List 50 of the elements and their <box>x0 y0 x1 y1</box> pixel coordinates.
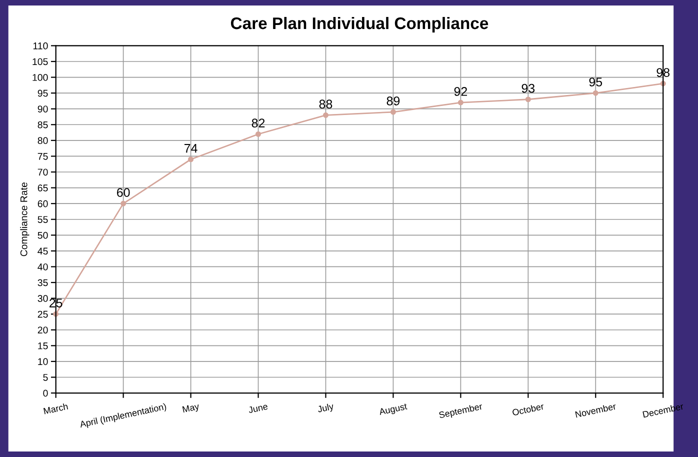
x-tick-label: July <box>317 402 334 414</box>
point <box>120 200 126 206</box>
point <box>458 100 464 106</box>
data-label: 60 <box>116 188 130 197</box>
y-tick-label: 20 <box>38 326 48 334</box>
y-tick-label: 85 <box>38 121 48 128</box>
y-tick-label: 40 <box>38 263 48 270</box>
data-label: 95 <box>589 78 602 86</box>
x-tick-label: October <box>512 402 544 416</box>
y-tick-label: 25 <box>38 310 48 318</box>
y-tick-label: 90 <box>38 106 48 112</box>
y-tick-label: 65 <box>38 184 48 192</box>
y-tick-label: 15 <box>38 342 48 350</box>
y-tick-label: 45 <box>38 248 48 255</box>
chart-title: Care Plan Individual Compliance <box>230 16 488 32</box>
y-axis-title: Compliance Rate <box>20 182 30 256</box>
y-tick-label: 50 <box>38 232 48 239</box>
data-label: 82 <box>252 118 265 128</box>
point <box>255 131 262 137</box>
y-tick-label: 55 <box>38 216 48 223</box>
x-tick-label: December <box>642 402 684 418</box>
y-tick-label: 95 <box>38 90 48 97</box>
point <box>525 96 531 102</box>
x-tick-label: June <box>248 403 268 414</box>
point <box>322 112 329 118</box>
y-tick-label: 30 <box>38 295 48 302</box>
x-tick-label: March <box>43 402 68 414</box>
y-tick-label: 75 <box>38 153 48 160</box>
data-label: 74 <box>184 144 198 153</box>
y-tick-label: 70 <box>38 168 48 176</box>
x-tick-label: May <box>182 403 200 414</box>
x-tick-label: November <box>575 402 616 418</box>
y-tick-label: 110 <box>33 42 48 50</box>
data-label: 89 <box>386 96 400 106</box>
y-tick-label: 60 <box>38 200 48 208</box>
data-label: 92 <box>454 87 468 96</box>
y-tick-label: 105 <box>32 58 48 66</box>
y-tick-label: 10 <box>38 358 48 366</box>
point <box>592 90 598 96</box>
x-tick-label: August <box>378 403 408 417</box>
x-tick-label: September <box>438 402 484 420</box>
y-tick-label: 0 <box>43 390 48 397</box>
y-tick-label: 80 <box>38 137 48 144</box>
y-tick-label: 35 <box>38 279 48 286</box>
data-label: 88 <box>319 100 332 109</box>
y-tick-label: 5 <box>43 374 48 381</box>
y-tick-label: 100 <box>32 74 48 81</box>
data-label: 93 <box>522 84 535 93</box>
point <box>390 109 396 115</box>
point <box>188 156 194 162</box>
